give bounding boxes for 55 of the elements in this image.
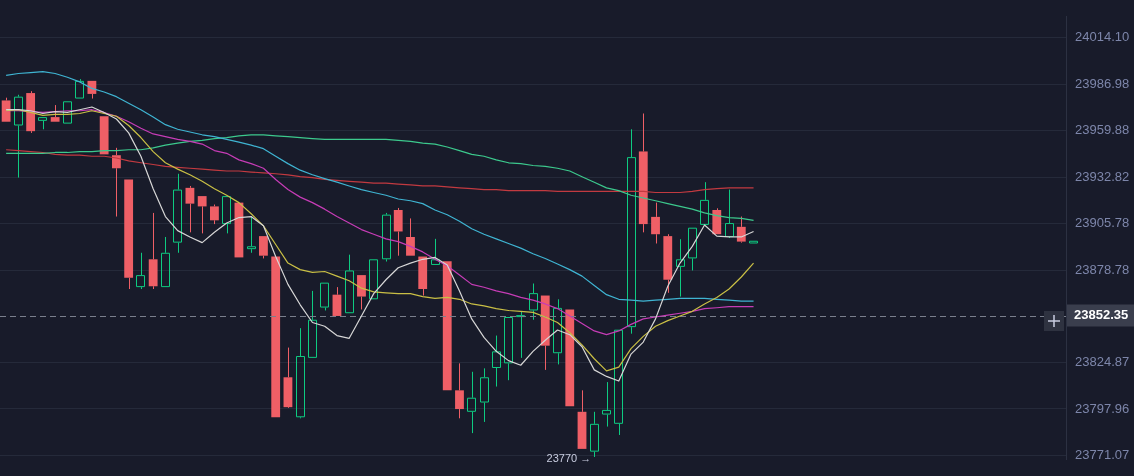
y-tick-label: 23932.82 xyxy=(1075,168,1130,184)
candlestick xyxy=(283,347,293,408)
candlestick xyxy=(222,196,231,234)
candlestick xyxy=(540,295,550,371)
candlestick xyxy=(247,216,256,254)
candlestick xyxy=(480,367,489,423)
candlestick xyxy=(308,290,317,358)
candlestick xyxy=(75,78,84,99)
ref-line-label: 23852.35 xyxy=(1074,307,1129,323)
y-tick-label: 23905.78 xyxy=(1075,215,1130,231)
candlestick xyxy=(725,189,734,237)
candlestick xyxy=(455,362,464,419)
candlestick xyxy=(197,196,207,234)
candlestick xyxy=(700,181,709,225)
y-tick-label: 23797.96 xyxy=(1075,400,1130,416)
candlestick xyxy=(148,212,158,290)
candlestick xyxy=(345,254,354,314)
candlestick xyxy=(712,207,722,235)
candlestick xyxy=(14,94,23,179)
candlestick xyxy=(638,112,648,233)
candlestick xyxy=(393,207,403,257)
candlestick xyxy=(136,252,145,290)
candlestick xyxy=(161,236,170,288)
candlestick xyxy=(38,117,47,130)
candlestick xyxy=(602,381,611,428)
y-tick-label: 23878.78 xyxy=(1075,261,1130,277)
candlestick xyxy=(26,90,36,134)
candlestick xyxy=(504,317,513,381)
candlestick xyxy=(296,327,305,418)
candlestick xyxy=(382,212,391,263)
candlestick xyxy=(431,238,440,265)
y-tick-label: 23771.07 xyxy=(1075,446,1130,462)
candlestick xyxy=(406,217,415,256)
candlestick xyxy=(124,179,134,290)
y-tick-label: 23824.87 xyxy=(1075,354,1130,370)
annotation: 23770 → xyxy=(546,452,592,464)
candlestick xyxy=(529,283,538,321)
candlestick xyxy=(357,275,366,310)
candlestick xyxy=(173,173,182,254)
candlestick xyxy=(185,185,195,233)
candlestick xyxy=(651,202,660,244)
candlestick xyxy=(590,411,599,458)
candlestick xyxy=(418,256,428,297)
y-tick-label: 24014.10 xyxy=(1075,29,1130,45)
candlestick xyxy=(688,227,697,271)
candlestick xyxy=(492,335,501,388)
candlestick xyxy=(577,389,587,449)
candlestick xyxy=(614,329,623,436)
candlestick xyxy=(627,128,636,335)
candlestick xyxy=(467,371,476,434)
candlestick xyxy=(553,298,562,365)
y-tick-label: 23986.98 xyxy=(1075,75,1130,91)
y-tick-label: 23959.88 xyxy=(1075,122,1130,138)
candlestick xyxy=(111,147,121,218)
candlestick xyxy=(676,238,685,298)
